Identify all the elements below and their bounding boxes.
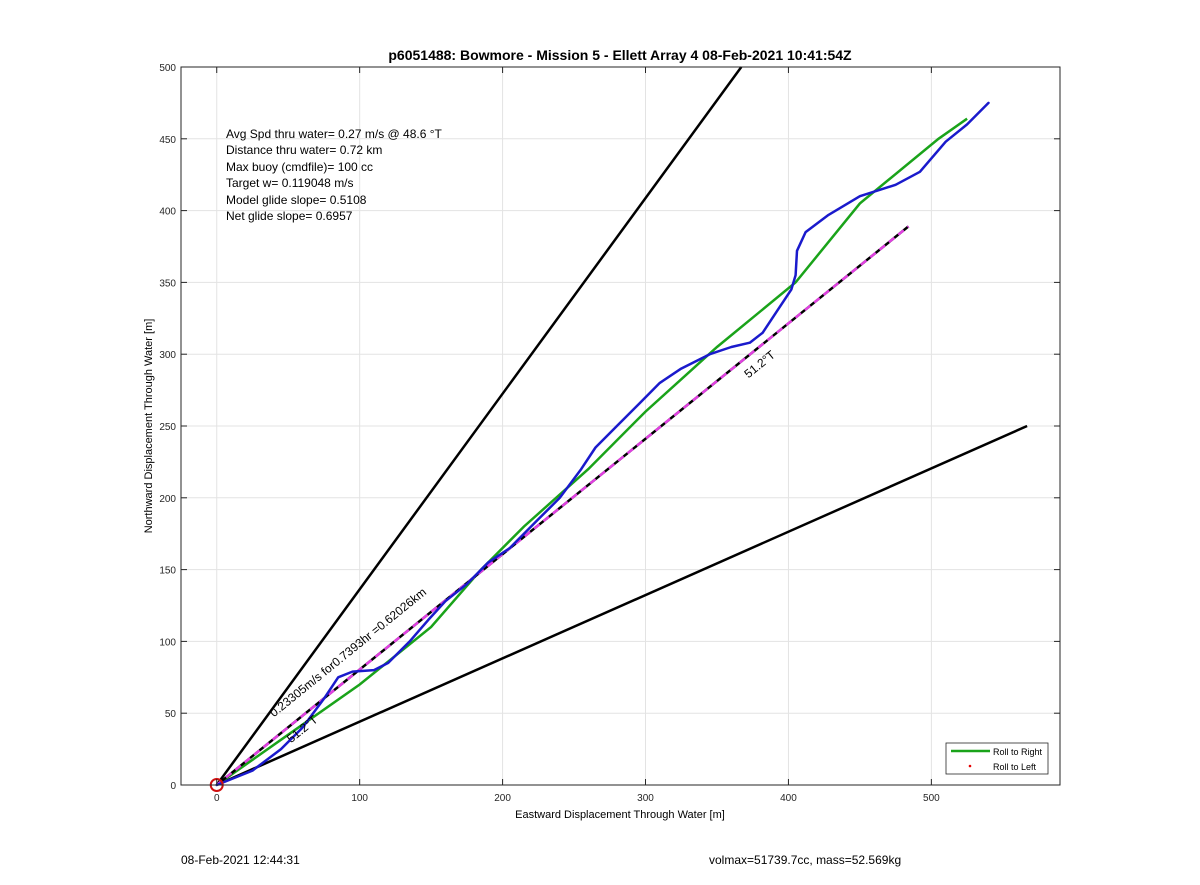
legend: Roll to Right Roll to Left <box>945 742 1049 775</box>
y-tick-label: 50 <box>165 709 177 720</box>
y-tick-label: 350 <box>159 278 176 289</box>
y-tick-label: 300 <box>159 350 176 361</box>
chart-title: p6051488: Bowmore - Mission 5 - Ellett A… <box>388 47 852 63</box>
legend-box <box>945 742 1049 775</box>
y-tick-label: 0 <box>170 781 176 792</box>
heading-cone-edge <box>216 424 1028 787</box>
footer-volume-mass: volmax=51739.7cc, mass=52.569kg <box>709 853 902 867</box>
roll-to-right-line <box>215 117 968 787</box>
heading-cone-edge <box>215 66 743 786</box>
x-tick-label: 0 <box>214 793 220 804</box>
y-tick-label: 400 <box>159 207 176 218</box>
y-tick-label: 500 <box>159 63 176 74</box>
x-axis-label: Eastward Displacement Through Water [m] <box>515 809 725 821</box>
stat-target-w: Target w= 0.119048 m/s <box>226 176 354 190</box>
x-tick-label: 200 <box>494 793 511 804</box>
glider-track-line <box>215 101 990 787</box>
y-axis-label: Northward Displacement Through Water [m] <box>143 319 155 534</box>
legend-label-roll-left: Roll to Left <box>993 762 1037 772</box>
stat-avg-speed: Avg Spd thru water= 0.27 m/s @ 48.6 °T <box>226 127 443 141</box>
y-tick-label: 150 <box>159 566 176 577</box>
heading-line-dash <box>215 225 910 786</box>
footer-timestamp: 08-Feb-2021 12:44:31 <box>181 853 300 867</box>
axis-ticks: 0 100 200 300 400 500 0 50 100 150 200 250 300 350 400… <box>159 63 1060 804</box>
series-group <box>209 66 1028 792</box>
stat-distance: Distance thru water= 0.72 km <box>226 143 382 157</box>
x-tick-label: 100 <box>351 793 368 804</box>
stat-model-glide-slope: Model glide slope= 0.5108 <box>226 193 367 207</box>
legend-swatch-roll-left <box>968 764 972 768</box>
x-tick-label: 500 <box>923 793 940 804</box>
stats-block: Avg Spd thru water= 0.27 m/s @ 48.6 °T D… <box>226 127 443 223</box>
x-tick-label: 400 <box>780 793 797 804</box>
y-tick-label: 450 <box>159 135 176 146</box>
y-tick-label: 250 <box>159 422 176 433</box>
grid-lines <box>181 66 1060 786</box>
stat-max-buoy: Max buoy (cmdfile)= 100 cc <box>226 160 373 174</box>
y-tick-label: 100 <box>159 637 176 648</box>
stat-net-glide-slope: Net glide slope= 0.6957 <box>226 209 353 223</box>
y-tick-label: 200 <box>159 494 176 505</box>
x-tick-label: 300 <box>637 793 654 804</box>
legend-label-roll-right: Roll to Right <box>993 747 1043 757</box>
